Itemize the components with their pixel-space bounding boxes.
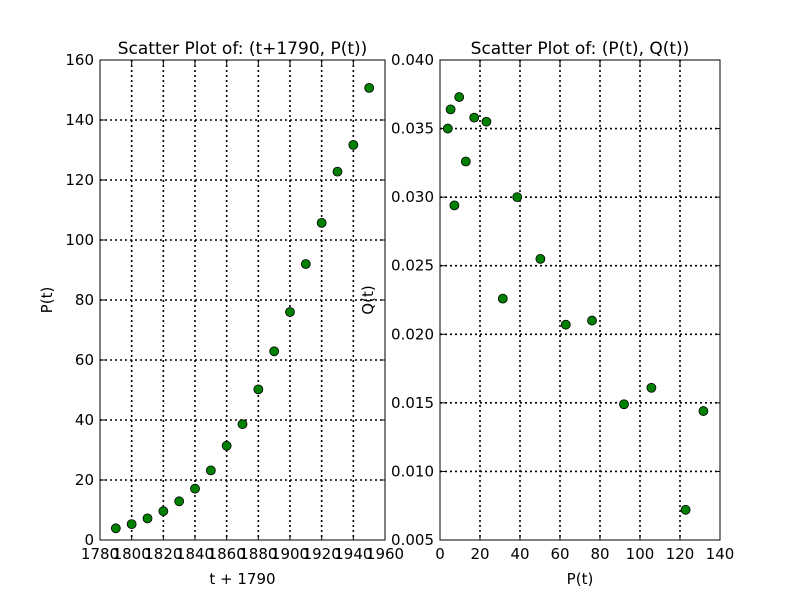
y-axis-label: Q(t)	[359, 285, 377, 314]
y-tick-label: 120	[65, 171, 94, 189]
data-point	[560, 319, 571, 330]
x-tick-label: 1960	[366, 545, 404, 563]
x-tick-label: 1860	[208, 545, 246, 563]
plot-frame	[99, 59, 386, 541]
data-point	[253, 384, 264, 395]
data-point	[126, 519, 137, 529]
data-point	[174, 496, 185, 507]
data-point	[110, 523, 121, 534]
x-tick-label: 0	[435, 545, 445, 563]
data-point	[535, 253, 546, 264]
x-tick-label: 80	[590, 545, 609, 563]
y-tick-label: 0.010	[391, 462, 434, 480]
data-point	[445, 104, 456, 115]
y-tick-label: 0.040	[391, 51, 434, 69]
y-tick-label: 0.035	[391, 120, 434, 138]
data-point	[269, 346, 280, 357]
data-point	[454, 92, 465, 102]
chart-1: 0 20 40 60 80 100 120 140 160 1780180018201840186…	[38, 39, 404, 588]
y-tick-label: 40	[75, 411, 94, 429]
x-tick-label: 100	[626, 545, 655, 563]
y-tick-label: 0.015	[391, 394, 434, 412]
data-point	[158, 506, 169, 517]
plot-frame	[439, 59, 721, 541]
x-tick-label: 1900	[271, 545, 309, 563]
chart-title: Scatter Plot of: (t+1790, P(t))	[118, 39, 368, 59]
data-point	[205, 465, 216, 476]
x-tick-label: 1920	[303, 545, 341, 563]
y-tick-label: 0.020	[391, 325, 434, 343]
data-point	[442, 123, 453, 134]
data-point	[221, 440, 232, 451]
y-tick-label: 140	[65, 111, 94, 129]
x-tick-label: 1880	[239, 545, 277, 563]
data-point	[512, 192, 523, 203]
x-tick-label: 140	[706, 545, 735, 563]
y-tick-label: 160	[65, 51, 94, 69]
y-axis-label: P(t)	[38, 287, 56, 314]
data-point	[300, 259, 311, 269]
data-point	[698, 406, 709, 416]
y-tick-label: 0	[84, 531, 94, 549]
x-tick-label: 1840	[176, 545, 214, 563]
chart-2: 0.005 0.010 0.015 0.020 0.025 0.030 0.035 0.040…	[359, 39, 734, 588]
y-tick-label: 0.030	[391, 188, 434, 206]
x-tick-label: 1940	[334, 545, 372, 563]
data-point	[364, 83, 375, 93]
data-point	[481, 116, 492, 127]
data-point	[316, 217, 327, 228]
y-tick-label: 80	[75, 291, 94, 309]
data-point	[190, 483, 200, 494]
chart-title: Scatter Plot of: (P(t), Q(t))	[471, 39, 690, 59]
data-point	[646, 382, 657, 393]
x-tick-label: 1780	[81, 545, 119, 563]
x-axis-label: t + 1790	[209, 570, 275, 588]
x-tick-label: 40	[510, 545, 529, 563]
x-tick-label: 1800	[113, 545, 151, 563]
x-tick-label: 20	[470, 545, 489, 563]
x-tick-label: 120	[666, 545, 695, 563]
x-tick-label: 60	[550, 545, 569, 563]
y-tick-label: 60	[75, 351, 94, 369]
data-point	[285, 307, 295, 317]
data-point	[348, 139, 359, 150]
data-point	[142, 513, 153, 524]
data-point	[469, 112, 480, 123]
data-point	[332, 166, 343, 177]
x-tick-label: 1820	[144, 545, 182, 563]
data-point	[460, 156, 471, 167]
y-tick-label: 0.005	[391, 531, 434, 549]
data-point	[237, 419, 248, 430]
data-point	[619, 399, 629, 410]
y-tick-label: 100	[65, 231, 94, 249]
x-axis-label: P(t)	[567, 570, 594, 588]
data-point	[587, 315, 597, 326]
y-tick-label: 20	[75, 471, 94, 489]
data-point	[449, 200, 460, 211]
data-point	[497, 293, 508, 304]
y-tick-label: 0.025	[391, 257, 434, 275]
data-point	[680, 504, 691, 515]
